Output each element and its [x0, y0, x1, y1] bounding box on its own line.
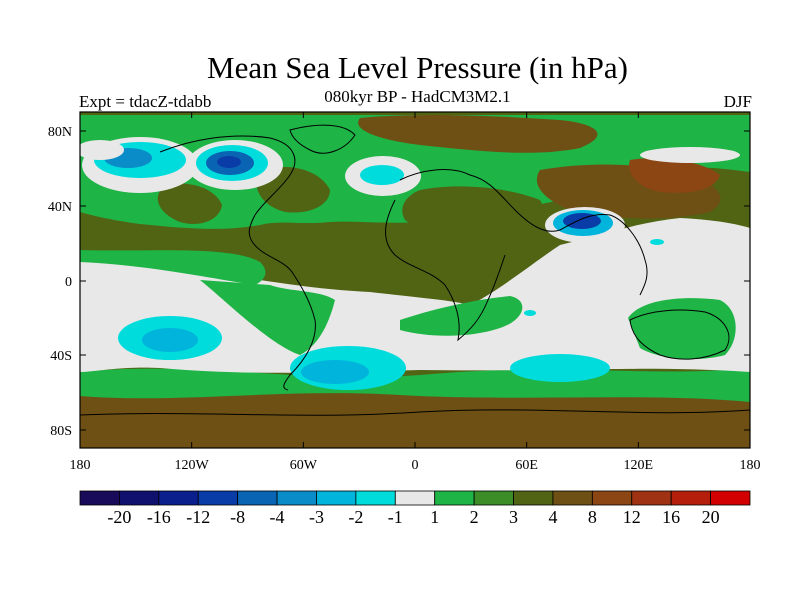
- x-tick-label: 180: [70, 458, 91, 473]
- olive-north-america: [157, 183, 222, 225]
- low-south-atlantic: [290, 346, 406, 390]
- x-tick-label: 120W: [175, 458, 210, 473]
- colorbar-swatch: [394, 490, 436, 506]
- colorbar-label: -1: [388, 507, 403, 527]
- colorbar-label: -16: [147, 507, 171, 527]
- colorbar-swatch: [316, 490, 357, 506]
- colorbar-swatch: [552, 490, 593, 506]
- colorbar-swatch: [591, 490, 633, 506]
- x-tick-label: 60W: [290, 458, 318, 473]
- colorbar-label: 16: [662, 507, 680, 527]
- colorbar-label: 3: [509, 507, 518, 527]
- green-indian-band: [400, 296, 523, 336]
- x-axis-ticks: 180 120W 60W 0 60E 120E 180: [70, 112, 761, 473]
- low-tibet: [545, 207, 625, 243]
- colorbar-swatch: [79, 490, 120, 506]
- y-tick-label: 80N: [48, 125, 72, 140]
- y-tick-label: 80S: [50, 424, 72, 439]
- colorbar-label: -4: [270, 507, 285, 527]
- colorbar-label: 2: [470, 507, 479, 527]
- colorbar-label: -20: [107, 507, 131, 527]
- low-indian-ocean: [510, 239, 664, 382]
- colorbar-swatch: [670, 490, 711, 506]
- colorbar-swatch: [276, 490, 317, 506]
- colorbar-label: 8: [588, 507, 597, 527]
- colorbar-label: -3: [309, 507, 324, 527]
- colorbar: -20 -16 -12 -8 -4 -3 -2 -1 1 2 3 4 8 12 16 20: [79, 490, 751, 527]
- colorbar-label: -8: [230, 507, 245, 527]
- x-tick-label: 180: [740, 458, 761, 473]
- darkbrown-asia: [629, 158, 720, 193]
- colorbar-label: 20: [702, 507, 720, 527]
- y-axis-ticks: 80N 40N 0 40S 80S: [48, 125, 750, 439]
- colorbar-label: 12: [623, 507, 641, 527]
- low-north-atlantic: [345, 156, 421, 196]
- colorbar-swatch: [631, 490, 672, 506]
- colorbar-swatch: [434, 490, 475, 506]
- y-tick-label: 40N: [48, 200, 72, 215]
- map-title: Mean Sea Level Pressure (in hPa): [207, 50, 628, 85]
- colorbar-swatch: [473, 490, 514, 506]
- coastlines: [80, 124, 750, 416]
- green-south-atlantic: [200, 280, 335, 355]
- colorbar-swatch: [119, 490, 160, 506]
- experiment-label: Expt = tdacZ-tdabb: [79, 92, 212, 111]
- colorbar-swatch: [158, 490, 199, 506]
- colorbar-label: -2: [348, 507, 363, 527]
- y-tick-label: 40S: [50, 349, 72, 364]
- low-arctic-small: [80, 140, 740, 163]
- x-tick-label: 0: [412, 458, 419, 473]
- x-tick-label: 120E: [624, 458, 654, 473]
- season-label: DJF: [723, 92, 752, 111]
- colorbar-swatch: [355, 490, 396, 506]
- colorbar-swatch: [237, 490, 278, 506]
- green-equatorial-band: [80, 250, 266, 285]
- low-south-pacific: [118, 316, 222, 360]
- olive-middle-east: [402, 186, 543, 238]
- green-australia: [628, 298, 736, 360]
- neutral-zone: [80, 218, 750, 373]
- pressure-field: [80, 112, 750, 448]
- low-north-america: [187, 140, 283, 190]
- map-subtitle: 080kyr BP - HadCM3M2.1: [324, 87, 511, 106]
- colorbar-label: 4: [548, 507, 557, 527]
- brown-arctic: [358, 114, 598, 153]
- colorbar-label: 1: [430, 507, 439, 527]
- colorbar-swatch: [197, 490, 239, 506]
- colorbar-label: -12: [186, 507, 210, 527]
- y-tick-label: 0: [65, 275, 72, 290]
- colorbar-swatch: [710, 490, 751, 506]
- colorbar-swatch: [513, 490, 554, 506]
- x-tick-label: 60E: [515, 458, 538, 473]
